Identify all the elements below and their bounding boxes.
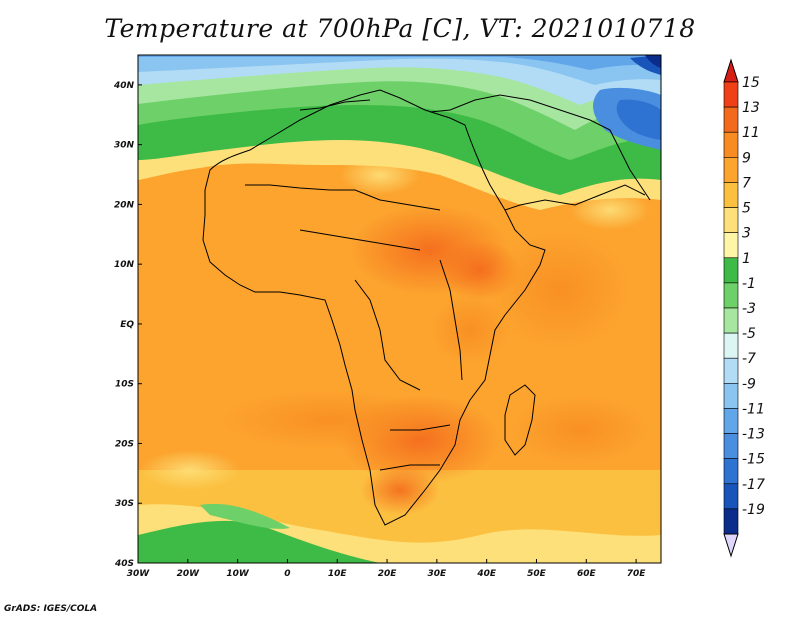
colorbar-level-label: -11 — [742, 401, 765, 417]
colorbar-swatch — [723, 81, 739, 108]
colorbar-level-label: -19 — [742, 502, 765, 518]
colorbar-swatch — [723, 508, 739, 535]
lat-tick-label: 10N — [114, 260, 135, 270]
coastlines — [202, 89, 651, 526]
colorbar-swatch — [723, 131, 739, 158]
colorbar-level-label: -5 — [742, 326, 756, 342]
color-legend: 15 13 11 9 7 5 3 1 -1 -3 -5 -7 -9 -11 -13 -15 -17 -19 — [723, 58, 765, 558]
lat-tick-label: EQ — [120, 320, 134, 330]
colorbar-level-label: -15 — [742, 452, 765, 468]
chart-title: Temperature at 700hPa [C], VT: 202101071… — [104, 14, 696, 43]
map-frame — [137, 54, 662, 564]
longitude-axis: 30W 20W 10W 0 10E 20E 30E 40E 50E 60E 70E — [127, 559, 647, 579]
colorbar-level-label: 3 — [742, 226, 751, 242]
colorbar-level-label: -17 — [742, 477, 765, 493]
lon-tick-label: 40E — [476, 569, 497, 579]
colorbar-level-label: 9 — [742, 150, 751, 166]
colorbar-swatch — [723, 332, 739, 359]
colorbar-swatch — [723, 483, 739, 510]
lon-tick-label: 60E — [577, 569, 597, 579]
latitude-axis: 40N 30N 20N 10N EQ 10S 20S 30S 40S — [113, 81, 142, 569]
colorbar-level-label: 11 — [742, 125, 760, 141]
lat-tick-label: 30S — [115, 499, 134, 509]
colorbar-swatch — [723, 307, 739, 334]
lon-tick-label: 30W — [127, 569, 151, 579]
lat-tick-label: 20N — [114, 200, 135, 210]
lat-tick-label: 30N — [114, 141, 135, 151]
lon-tick-label: 50E — [527, 569, 547, 579]
colorbar-bottom-arrow — [723, 533, 739, 558]
colorbar-level-label: 13 — [742, 100, 760, 116]
colorbar-swatch — [723, 458, 739, 485]
colorbar-level-label: -7 — [742, 351, 756, 367]
colorbar-level-label: 1 — [742, 251, 751, 267]
lon-tick-label: 20E — [378, 569, 398, 579]
colorbar-swatch — [723, 357, 739, 384]
colorbar-level-label: -1 — [742, 276, 756, 292]
colorbar-level-label: 7 — [742, 175, 751, 191]
lat-tick-label: 40S — [114, 559, 134, 569]
colorbar-swatch — [723, 408, 739, 434]
lat-tick-label: 10S — [115, 380, 134, 390]
temperature-field — [138, 55, 661, 563]
colorbar-swatch — [723, 257, 739, 284]
lat-tick-label: 40N — [113, 81, 135, 91]
lon-tick-label: 70E — [627, 569, 647, 579]
lon-tick-label: 0 — [284, 569, 290, 579]
lon-tick-label: 30E — [428, 569, 448, 579]
colorbar-swatch — [723, 232, 739, 259]
colorbar-swatch — [723, 433, 739, 459]
lon-tick-label: 10E — [328, 569, 348, 579]
colorbar-level-label: -3 — [742, 301, 756, 317]
colorbar-swatch — [723, 106, 739, 133]
colorbar-level-label: -9 — [742, 376, 756, 392]
colorbar-swatch — [723, 383, 739, 409]
lon-tick-label: 10W — [226, 569, 250, 579]
colorbar-level-label: 5 — [742, 201, 751, 217]
lon-tick-label: 20W — [177, 569, 201, 579]
colorbar-swatch — [723, 157, 739, 183]
credit-text: GrADS: IGES/COLA — [4, 604, 98, 614]
colorbar-level-label: 15 — [742, 75, 760, 91]
colorbar-level-label: -13 — [742, 427, 765, 443]
lat-tick-label: 20S — [115, 439, 134, 449]
colorbar-swatch — [723, 207, 739, 233]
colorbar-swatch — [723, 282, 739, 309]
colorbar-swatch — [723, 182, 739, 208]
colorbar-top-arrow — [723, 58, 739, 83]
